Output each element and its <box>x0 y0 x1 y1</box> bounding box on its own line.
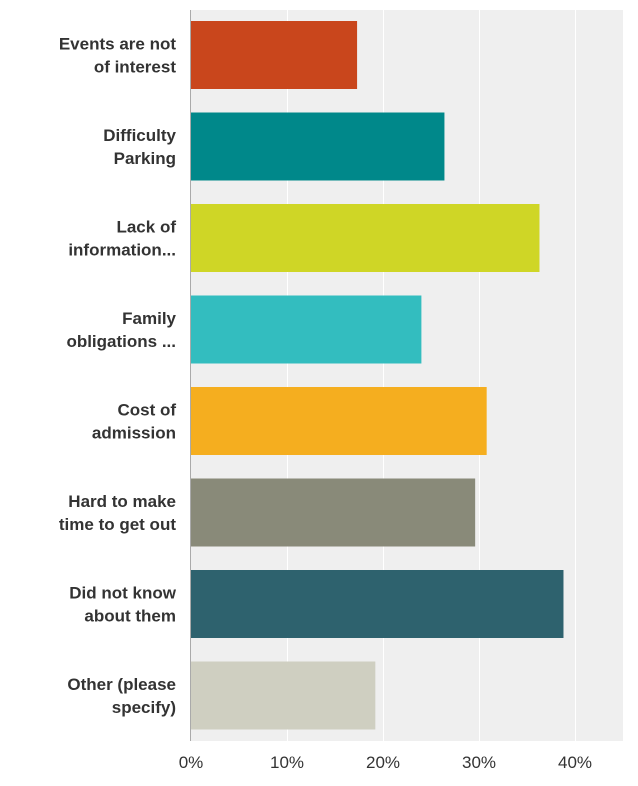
category-label-5: Hard to make time to get out <box>59 492 176 534</box>
x-tick-label-20: 20% <box>366 753 400 772</box>
bar-3 <box>191 295 422 364</box>
category-labels: Events are not of interest Difficulty Parki… <box>59 35 177 718</box>
bars <box>191 21 564 730</box>
category-label-2: Lack of information... <box>68 218 176 260</box>
bar-5 <box>191 478 476 547</box>
bar-0 <box>191 21 358 89</box>
x-tick-label-40: 40% <box>558 753 592 772</box>
x-tick-labels: 0% 10% 20% 30% 40% <box>179 753 592 772</box>
category-label-4: Cost of admission <box>92 401 176 443</box>
bar-2 <box>191 204 540 272</box>
x-tick-label-0: 0% <box>179 753 204 772</box>
bar-6 <box>191 570 564 638</box>
category-label-7: Other (please specify) <box>67 675 176 717</box>
bar-1 <box>191 112 445 181</box>
category-label-6: Did not know about them <box>69 584 176 626</box>
x-tick-label-30: 30% <box>462 753 496 772</box>
bar-4 <box>191 387 487 455</box>
category-label-0: Events are not of interest <box>59 35 176 77</box>
category-label-3: Family obligations ... <box>66 309 176 351</box>
category-label-1: Difficulty Parking <box>103 126 176 168</box>
bar-7 <box>191 661 376 730</box>
x-tick-label-10: 10% <box>270 753 304 772</box>
